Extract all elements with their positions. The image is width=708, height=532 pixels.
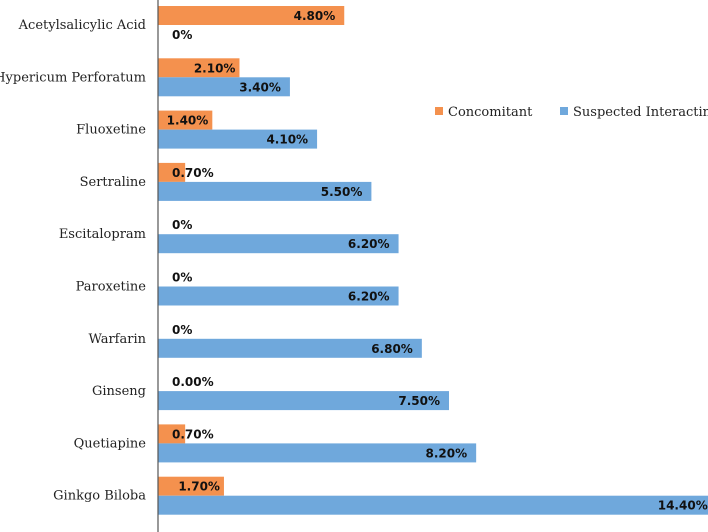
bar-suspected-interacting-sertraline — [158, 181, 372, 201]
value-label-suspected-interacting-ginkgo-biloba: 14.40% — [658, 499, 708, 513]
bar-suspected-interacting-ginkgo-biloba — [158, 495, 708, 515]
value-label-suspected-interacting-fluoxetine: 4.10% — [266, 133, 308, 147]
value-label-concomitant-ginkgo-biloba: 1.70% — [178, 480, 220, 494]
bar-concomitant-hypericum-perforatum — [158, 58, 240, 78]
bar-suspected-interacting-fluoxetine — [158, 129, 318, 149]
legend-swatch-suspected-interacting — [560, 107, 568, 115]
bar-concomitant-quetiapine — [158, 424, 186, 444]
value-labels: 4.80% 0% 2.10%3.40% 1.40% 4.10% 0.70% 5.50% 0% 6… — [167, 9, 708, 513]
value-label-concomitant-fluoxetine: 1.40% — [167, 114, 209, 128]
value-label-concomitant-sertraline: 0.70% — [172, 166, 214, 180]
category-label-hypericum-perforatum: Hypericum Perforatum — [0, 70, 146, 85]
value-label-concomitant-escitalopram: 0% — [172, 218, 192, 232]
bar-suspected-interacting-warfarin — [158, 338, 422, 358]
bar-suspected-interacting-quetiapine — [158, 443, 477, 463]
legend-swatch-concomitant — [435, 107, 443, 115]
category-label-warfarin: Warfarin — [88, 332, 146, 347]
value-label-concomitant-paroxetine: 0% — [172, 271, 192, 285]
legend: Concomitant Suspected Interacting — [435, 105, 708, 120]
value-label-suspected-interacting-quetiapine: 8.20% — [426, 446, 468, 460]
value-label-suspected-interacting-acetylsalicylic-acid: 0% — [172, 28, 192, 42]
legend-label-concomitant: Concomitant — [448, 105, 533, 120]
category-label-fluoxetine: Fluoxetine — [76, 123, 146, 138]
bars-group — [158, 6, 708, 515]
value-label-suspected-interacting-sertraline: 5.50% — [321, 185, 363, 199]
category-labels: Acetylsalicylic Acid Hypericum Perforatum… — [0, 18, 147, 504]
category-label-acetylsalicylic-acid: Acetylsalicylic Acid — [18, 18, 146, 33]
bar-concomitant-fluoxetine — [158, 110, 213, 130]
legend-label-suspected-interacting: Suspected Interacting — [573, 105, 708, 120]
value-label-concomitant-warfarin: 0% — [172, 323, 192, 337]
bar-suspected-interacting-ginseng — [158, 391, 449, 411]
value-label-suspected-interacting-hypericum-perforatum: 3.40% — [239, 80, 281, 94]
value-label-suspected-interacting-ginseng: 7.50% — [398, 394, 440, 408]
value-label-concomitant-quetiapine: 0.70% — [172, 427, 214, 441]
category-label-quetiapine: Quetiapine — [74, 436, 147, 451]
bar-concomitant-acetylsalicylic-acid — [158, 6, 345, 25]
bar-suspected-interacting-hypericum-perforatum — [158, 77, 290, 97]
value-label-concomitant-hypericum-perforatum: 2.10% — [194, 61, 236, 75]
value-label-suspected-interacting-warfarin: 6.80% — [371, 342, 413, 356]
value-label-concomitant-ginseng: 0.00% — [172, 375, 214, 389]
value-label-suspected-interacting-escitalopram: 6.20% — [348, 237, 390, 251]
category-label-ginseng: Ginseng — [92, 384, 146, 399]
category-label-escitalopram: Escitalopram — [59, 227, 146, 242]
bar-concomitant-ginkgo-biloba — [158, 476, 224, 496]
category-label-sertraline: Sertraline — [80, 175, 147, 190]
value-label-suspected-interacting-paroxetine: 6.20% — [348, 290, 390, 304]
bar-suspected-interacting-paroxetine — [158, 286, 399, 306]
category-label-paroxetine: Paroxetine — [76, 280, 147, 295]
bar-concomitant-sertraline — [158, 162, 186, 182]
category-label-ginkgo-biloba: Ginkgo Biloba — [53, 489, 146, 504]
bar-suspected-interacting-escitalopram — [158, 234, 399, 254]
value-label-concomitant-acetylsalicylic-acid: 4.80% — [294, 9, 336, 23]
